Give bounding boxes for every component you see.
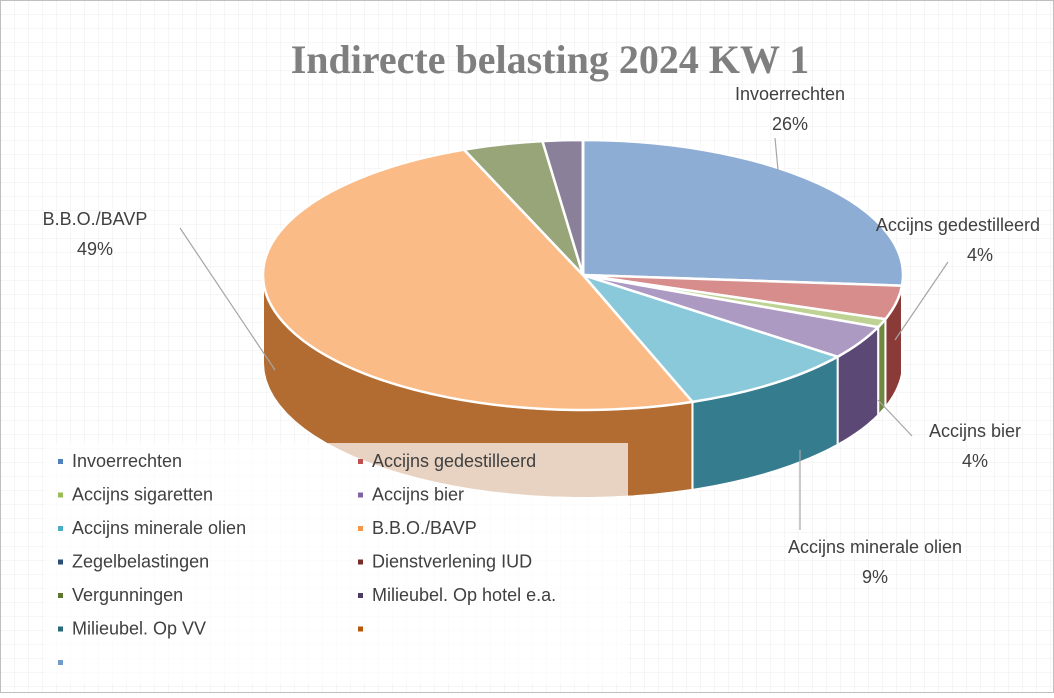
legend-marker — [358, 459, 363, 464]
legend-label: Milieubel. Op VV — [72, 618, 206, 638]
legend-label: B.B.O./BAVP — [372, 518, 477, 538]
legend: Invoerrechten Accijns gedestilleerd Accijn… — [58, 451, 556, 665]
pie-tops — [261, 138, 905, 412]
data-label-name: Accijns bier — [929, 421, 1021, 441]
legend-marker — [58, 459, 63, 464]
data-label-value: 4% — [967, 245, 993, 265]
leader-line — [774, 137, 779, 171]
leader-line — [179, 227, 276, 371]
data-label-name: B.B.O./BAVP — [43, 209, 148, 229]
legend-marker — [358, 559, 363, 565]
pie-slice — [579, 272, 841, 404]
data-label-value: 4% — [962, 451, 988, 471]
legend-label: Accijns minerale olien — [72, 518, 246, 538]
legend-label: Accijns bier — [372, 484, 464, 504]
legend-marker — [358, 492, 363, 498]
chart-title: Indirecte belasting 2024 KW 1 — [291, 37, 810, 82]
legend-label: Accijns gedestilleerd — [372, 451, 536, 471]
pie-slice — [261, 148, 695, 412]
pie-slice — [581, 138, 905, 287]
data-label-name: Invoerrechten — [735, 84, 845, 104]
legend-marker — [58, 593, 63, 598]
legend-label: Milieubel. Op hotel e.a. — [372, 585, 556, 605]
legend-marker — [58, 660, 63, 665]
legend-marker — [358, 526, 363, 531]
legend-box — [45, 443, 628, 683]
legend-label: Accijns sigaretten — [72, 484, 213, 504]
legend-label: Zegelbelastingen — [72, 551, 209, 571]
leader-line — [894, 261, 949, 341]
data-label-value: 9% — [862, 567, 888, 587]
data-label-name: Accijns minerale olien — [788, 537, 962, 557]
data-labels: Invoerrechten 26% Accijns gedestilleerd 4% A… — [43, 84, 1040, 587]
pie-sides — [262, 274, 904, 499]
legend-marker — [358, 593, 363, 598]
legend-label: Dienstverlening IUD — [372, 551, 532, 571]
legend-marker — [58, 626, 63, 632]
legend-marker — [58, 492, 63, 498]
legend-marker — [58, 559, 63, 565]
data-label-name: Accijns gedestilleerd — [876, 215, 1040, 235]
leader-line — [877, 399, 913, 437]
pie — [261, 138, 905, 499]
legend-label: Vergunningen — [72, 585, 183, 605]
data-label-value: 26% — [772, 114, 808, 134]
legend-label: Invoerrechten — [72, 451, 182, 471]
legend-marker — [358, 626, 363, 632]
data-label-value: 49% — [77, 239, 113, 259]
legend-marker — [58, 526, 63, 531]
